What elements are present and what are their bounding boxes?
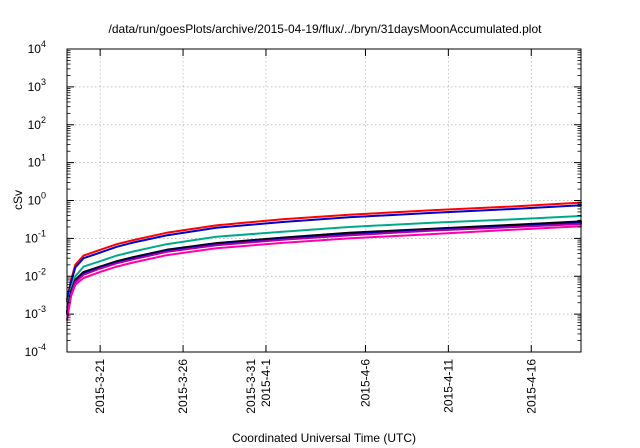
y-tick-labels: 10-4 10-3 10-2 10-1 100 101 102 103 104	[25, 39, 46, 359]
series-line-2	[66, 204, 582, 303]
series-line-1	[66, 201, 582, 301]
x-axis-label: Coordinated Universal Time (UTC)	[232, 431, 416, 445]
x-tick-label: 2015-3-31	[244, 359, 258, 414]
x-tick-label: 2015-4-16	[524, 359, 538, 414]
y-tick-label: 100	[28, 191, 46, 208]
y-tick-label: 10-1	[25, 228, 46, 245]
y-axis-label: cSv	[11, 190, 25, 210]
y-tick-label: 10-3	[25, 304, 46, 321]
grid-lines	[67, 49, 581, 352]
x-tick-label: 2015-4-11	[441, 359, 455, 413]
y-tick-label: 104	[28, 39, 46, 56]
y-tick-label: 101	[28, 153, 46, 170]
x-tick-label: 2015-4-1	[259, 359, 273, 407]
axis-ticks	[67, 48, 581, 353]
y-tick-label: 10-2	[25, 266, 46, 283]
series-line-6	[66, 223, 582, 316]
chart-title: /data/run/goesPlots/archive/2015-04-19/f…	[109, 22, 543, 36]
series-line-7	[66, 225, 582, 321]
x-tick-labels: 2015-3-21 2015-3-26 2015-3-31 2015-4-1 2015-…	[93, 359, 538, 414]
series-line-3	[66, 215, 582, 309]
x-tick-label: 2015-4-6	[359, 359, 373, 407]
y-tick-label: 102	[28, 115, 46, 132]
x-tick-label: 2015-3-26	[176, 359, 190, 414]
y-tick-label: 10-4	[25, 342, 46, 359]
series-lines	[66, 201, 582, 321]
y-tick-label: 103	[28, 77, 46, 94]
x-tick-label: 2015-3-21	[93, 359, 107, 414]
